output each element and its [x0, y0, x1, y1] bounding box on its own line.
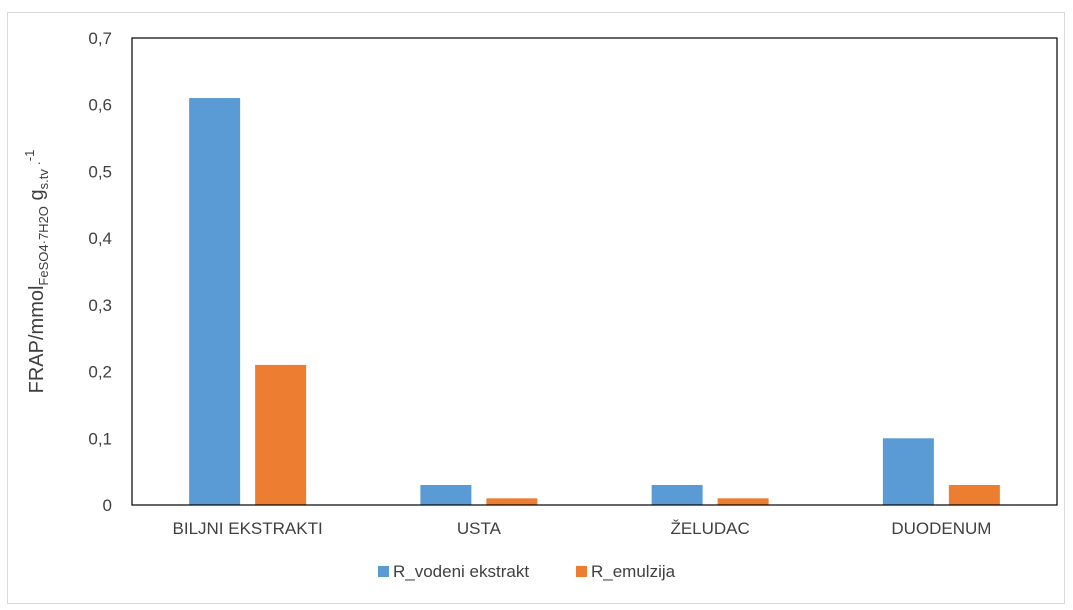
y-tick-label: 0,1: [88, 429, 112, 448]
plot-area-border: [131, 37, 1058, 506]
y-axis-title: FRAP/mmolFeSO4·7H2O gs.tv ·-1: [22, 150, 51, 394]
x-category-label: ŽELUDAC: [670, 519, 749, 538]
x-axis-category-labels: BILJNI EKSTRAKTI USTA ŽELUDAC DUODENUM: [173, 519, 992, 538]
bar-emulzija: [486, 498, 538, 505]
bar-emulzija: [717, 498, 769, 505]
y-tick-label: 0,4: [88, 229, 112, 248]
legend-swatch: [576, 566, 587, 577]
legend: R_vodeni ekstrakt R_emulzija: [378, 562, 676, 581]
x-category-label: DUODENUM: [891, 519, 991, 538]
bar-emulzija: [948, 484, 1000, 505]
bar-emulzija: [255, 364, 307, 505]
y-tick-label: 0,6: [88, 96, 112, 115]
x-category-label: BILJNI EKSTRAKTI: [173, 519, 323, 538]
y-tick-label: 0,3: [88, 296, 112, 315]
bar-vodeni-ekstrakt: [420, 484, 472, 505]
y-tick-label: 0,7: [88, 29, 112, 48]
legend-label: R_vodeni ekstrakt: [393, 562, 529, 581]
y-axis-ticks: 0 0,1 0,2 0,3 0,4 0,5 0,6 0,7: [88, 29, 112, 515]
y-tick-label: 0: [103, 496, 112, 515]
bar-vodeni-ekstrakt: [189, 98, 241, 506]
legend-swatch: [378, 566, 389, 577]
bars-group: [189, 98, 1000, 506]
bar-vodeni-ekstrakt: [882, 438, 934, 505]
legend-label: R_emulzija: [591, 562, 676, 581]
y-tick-label: 0,2: [88, 363, 112, 382]
bar-vodeni-ekstrakt: [651, 484, 703, 505]
y-tick-label: 0,5: [88, 162, 112, 181]
x-category-label: USTA: [457, 519, 502, 538]
